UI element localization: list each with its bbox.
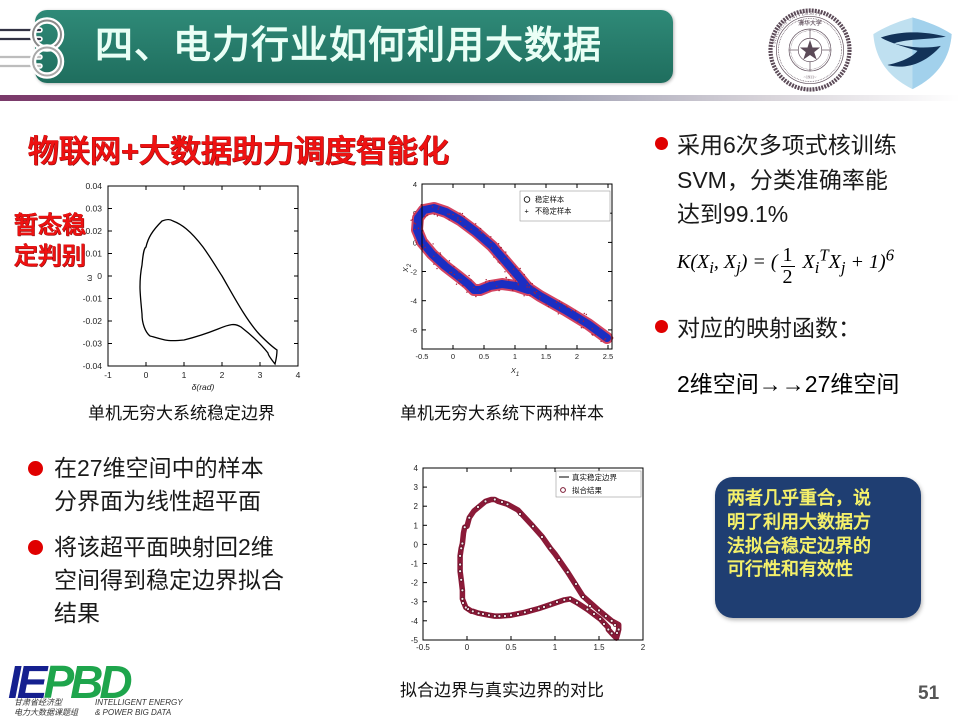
svg-text:-0.5: -0.5 xyxy=(416,643,430,652)
svg-text:清华大学: 清华大学 xyxy=(798,19,822,27)
svg-text:+: + xyxy=(525,207,529,216)
svg-text:1: 1 xyxy=(513,352,517,361)
svg-text:0: 0 xyxy=(451,352,455,361)
svg-text:0.04: 0.04 xyxy=(85,181,102,191)
svg-text:拟合结果: 拟合结果 xyxy=(572,485,602,495)
svg-text:0.01: 0.01 xyxy=(85,249,102,259)
svg-text:2: 2 xyxy=(575,352,579,361)
svg-text:4: 4 xyxy=(414,464,419,473)
svg-text:1: 1 xyxy=(182,370,187,380)
svg-text:-4: -4 xyxy=(411,617,419,626)
svg-text:-4: -4 xyxy=(410,297,417,306)
svg-text:4: 4 xyxy=(296,370,301,380)
svg-text:3: 3 xyxy=(414,483,419,492)
svg-text:0: 0 xyxy=(144,370,149,380)
svg-text:2: 2 xyxy=(414,502,419,511)
svg-text:0.5: 0.5 xyxy=(479,352,489,361)
svg-text:-1: -1 xyxy=(104,370,112,380)
svg-text:3: 3 xyxy=(258,370,263,380)
svg-text:δ(rad): δ(rad) xyxy=(192,382,215,392)
svg-text:-5: -5 xyxy=(411,636,419,645)
svg-text:-6: -6 xyxy=(410,326,417,335)
svg-text:1.5: 1.5 xyxy=(541,352,551,361)
svg-text:1: 1 xyxy=(414,521,419,530)
svg-text:0: 0 xyxy=(97,271,102,281)
svg-text:0.5: 0.5 xyxy=(505,643,517,652)
svg-text:-2: -2 xyxy=(411,579,419,588)
svg-text:1: 1 xyxy=(553,643,558,652)
svg-text:1.5: 1.5 xyxy=(593,643,605,652)
svg-text:~1911~: ~1911~ xyxy=(804,75,817,80)
svg-text:X1: X1 xyxy=(510,366,519,378)
svg-text:稳定样本: 稳定样本 xyxy=(535,195,565,204)
svg-text:2: 2 xyxy=(220,370,225,380)
svg-text:0.03: 0.03 xyxy=(85,204,102,214)
svg-text:-0.01: -0.01 xyxy=(83,294,103,304)
svg-text:0: 0 xyxy=(414,540,419,549)
svg-text:不稳定样本: 不稳定样本 xyxy=(535,207,572,216)
svg-text:0: 0 xyxy=(465,643,470,652)
svg-text:-0.03: -0.03 xyxy=(83,339,103,349)
svg-text:-0.04: -0.04 xyxy=(83,361,103,371)
svg-text:-1: -1 xyxy=(411,560,419,569)
svg-text:2: 2 xyxy=(641,643,646,652)
svg-text:真实稳定边界: 真实稳定边界 xyxy=(572,472,617,482)
svg-text:-2: -2 xyxy=(410,268,417,277)
svg-text:-0.02: -0.02 xyxy=(83,316,103,326)
svg-text:0.02: 0.02 xyxy=(85,226,102,236)
svg-text:4: 4 xyxy=(413,180,417,189)
svg-text:-0.5: -0.5 xyxy=(416,352,429,361)
svg-text:-3: -3 xyxy=(411,598,419,607)
svg-text:ω: ω xyxy=(84,274,94,281)
svg-text:2.5: 2.5 xyxy=(603,352,613,361)
